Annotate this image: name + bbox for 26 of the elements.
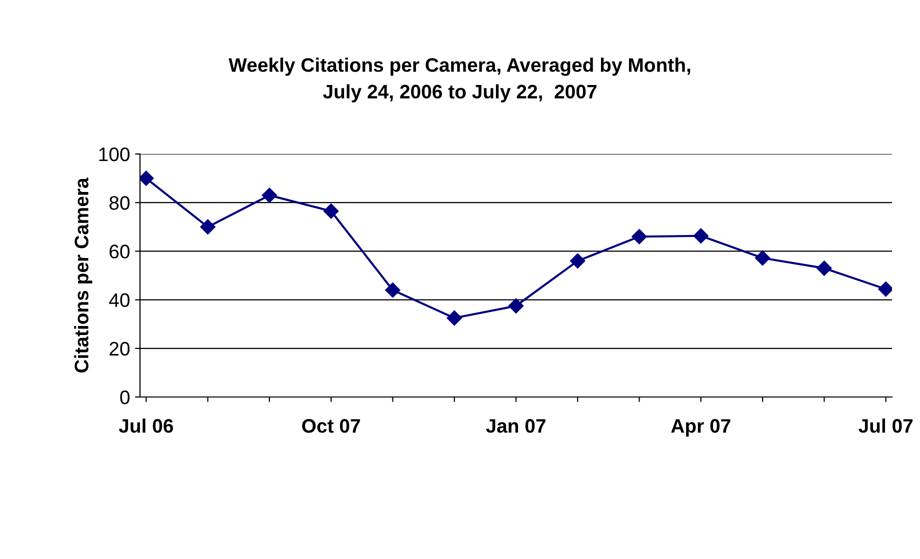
- point: [754, 250, 770, 266]
- x-tick-label: Oct 07: [302, 419, 360, 433]
- y-tick-label: 40: [109, 293, 130, 308]
- y-tick-label: 0: [120, 390, 130, 404]
- x-tick-label: Apr 07: [671, 419, 730, 437]
- point: [385, 282, 400, 298]
- y-tick-label: 100: [99, 147, 130, 162]
- chart-title: Weekly Citations per Camera, Averaged by Month, July 24, 2006 to July 22, 2007: [228, 58, 690, 102]
- point: [446, 310, 462, 326]
- y-tick-label: 20: [110, 342, 130, 356]
- y-tick-label: 80: [109, 196, 130, 210]
- point: [693, 228, 708, 244]
- point: [816, 260, 832, 276]
- x-tick-label: Jul 07: [858, 418, 913, 433]
- point: [878, 282, 892, 297]
- point: [324, 204, 339, 219]
- point: [140, 170, 154, 186]
- point: [508, 298, 524, 314]
- y-axis-title: Citations per Camera: [74, 178, 92, 372]
- y-tick-label: 60: [110, 244, 130, 258]
- point: [632, 229, 647, 244]
- point: [570, 253, 586, 268]
- x-tick-label: Jan 07: [486, 419, 546, 433]
- point: [200, 219, 216, 234]
- x-tick-label: Jul 06: [118, 418, 174, 433]
- point: [262, 188, 278, 203]
